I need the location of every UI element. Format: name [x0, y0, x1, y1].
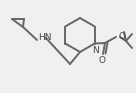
Text: O: O	[118, 32, 125, 40]
Text: HN: HN	[38, 32, 52, 41]
Text: O: O	[98, 56, 106, 65]
Text: N: N	[92, 46, 99, 55]
